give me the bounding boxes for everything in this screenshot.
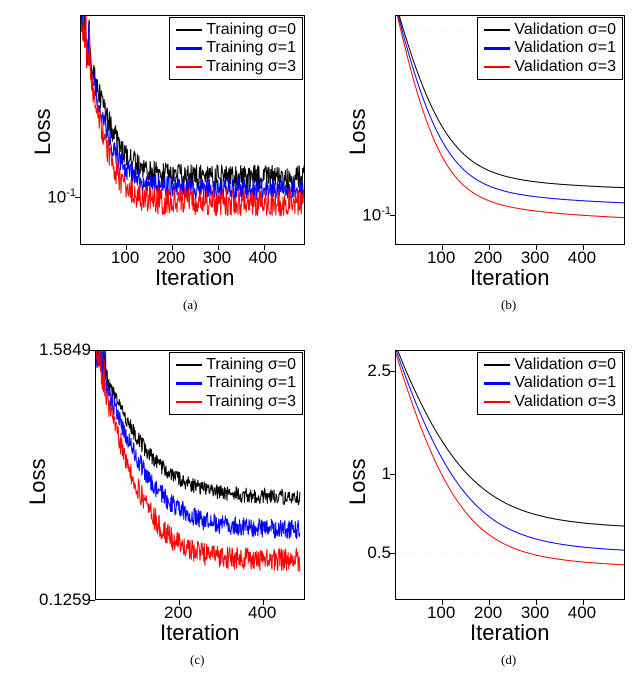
xtick: 100 — [427, 248, 455, 268]
xtick: 400 — [249, 248, 277, 268]
legend-b: Validation σ=0Validation σ=1Validation σ… — [477, 17, 623, 80]
ytick-mark — [75, 197, 80, 198]
legend-label: Training σ=0 — [206, 21, 296, 39]
legend-label: Training σ=3 — [206, 393, 296, 411]
legend-swatch — [484, 66, 510, 69]
xtick-mark — [264, 245, 265, 250]
legend-label: Validation σ=0 — [514, 356, 616, 374]
ylabel-a: Loss — [30, 109, 56, 155]
xtick: 400 — [568, 603, 596, 623]
ytick: 2.5 — [367, 361, 391, 381]
legend-swatch — [176, 382, 202, 385]
legend-c: Training σ=0Training σ=1Training σ=3 — [169, 352, 303, 415]
xtick-mark — [536, 600, 537, 605]
xtick-mark — [442, 245, 443, 250]
legend-swatch — [176, 66, 202, 69]
ylabel-d: Loss — [345, 459, 371, 505]
ytick-mark — [390, 371, 395, 372]
legend-entry: Validation σ=0 — [484, 356, 616, 374]
xtick-mark — [172, 245, 173, 250]
figure-root: Loss Iteration (a) Training σ=0Training … — [0, 0, 640, 681]
sublabel-b: (b) — [501, 297, 516, 313]
ytick-mark — [90, 350, 95, 351]
xtick: 300 — [521, 248, 549, 268]
xtick: 200 — [474, 603, 502, 623]
xtick: 400 — [248, 603, 276, 623]
sublabel-d: (d) — [501, 652, 516, 668]
legend-label: Validation σ=1 — [514, 374, 616, 392]
legend-entry: Validation σ=0 — [484, 21, 616, 39]
xtick: 400 — [568, 248, 596, 268]
xtick: 100 — [427, 603, 455, 623]
ytick: 10-1 — [362, 205, 391, 226]
sublabel-a: (a) — [183, 297, 197, 313]
legend-swatch — [176, 29, 202, 32]
ylabel-b: Loss — [345, 109, 371, 155]
legend-entry: Validation σ=3 — [484, 393, 616, 411]
xtick-mark — [489, 245, 490, 250]
panel-a: Loss Iteration (a) Training σ=0Training … — [5, 5, 315, 315]
ytick: 1.5849 — [39, 340, 91, 360]
legend-entry: Training σ=3 — [176, 393, 296, 411]
legend-label: Validation σ=0 — [514, 21, 616, 39]
xtick-mark — [218, 245, 219, 250]
xtick: 200 — [164, 603, 192, 623]
legend-label: Training σ=0 — [206, 356, 296, 374]
panel-d: Loss Iteration (d) Validation σ=0Validat… — [325, 340, 635, 670]
ytick-mark — [390, 215, 395, 216]
ylabel-c: Loss — [25, 459, 51, 505]
legend-entry: Training σ=0 — [176, 21, 296, 39]
legend-swatch — [176, 47, 202, 50]
xtick: 300 — [521, 603, 549, 623]
xlabel-a: Iteration — [155, 265, 235, 291]
xtick: 300 — [203, 248, 231, 268]
panel-b: Loss Iteration (b) Validation σ=0Validat… — [325, 5, 635, 315]
legend-label: Training σ=1 — [206, 374, 296, 392]
legend-entry: Training σ=1 — [176, 374, 296, 392]
ytick: 10-1 — [47, 187, 76, 208]
xlabel-d: Iteration — [470, 620, 550, 646]
legend-label: Training σ=1 — [206, 39, 296, 57]
xtick-mark — [583, 245, 584, 250]
ytick-mark — [390, 553, 395, 554]
legend-swatch — [176, 364, 202, 367]
xtick: 200 — [474, 248, 502, 268]
legend-entry: Training σ=0 — [176, 356, 296, 374]
legend-entry: Validation σ=3 — [484, 58, 616, 76]
legend-swatch — [176, 401, 202, 404]
legend-swatch — [484, 29, 510, 32]
ytick-mark — [90, 600, 95, 601]
xtick-mark — [536, 245, 537, 250]
legend-swatch — [484, 401, 510, 404]
legend-d: Validation σ=0Validation σ=1Validation σ… — [477, 352, 623, 415]
ytick: 0.1259 — [39, 590, 91, 610]
legend-label: Validation σ=3 — [514, 58, 616, 76]
sublabel-c: (c) — [190, 652, 204, 668]
xtick-mark — [489, 600, 490, 605]
legend-entry: Validation σ=1 — [484, 374, 616, 392]
xlabel-c: Iteration — [160, 620, 240, 646]
legend-swatch — [484, 382, 510, 385]
legend-swatch — [484, 47, 510, 50]
legend-label: Validation σ=1 — [514, 39, 616, 57]
xtick-mark — [583, 600, 584, 605]
legend-swatch — [484, 364, 510, 367]
legend-entry: Validation σ=1 — [484, 39, 616, 57]
legend-entry: Training σ=3 — [176, 58, 296, 76]
xtick-mark — [126, 245, 127, 250]
ytick: 0.5 — [367, 543, 391, 563]
legend-entry: Training σ=1 — [176, 39, 296, 57]
legend-label: Training σ=3 — [206, 58, 296, 76]
xtick-mark — [179, 600, 180, 605]
xtick: 100 — [111, 248, 139, 268]
legend-label: Validation σ=3 — [514, 393, 616, 411]
ytick-mark — [390, 474, 395, 475]
xlabel-b: Iteration — [470, 265, 550, 291]
xtick: 200 — [157, 248, 185, 268]
xtick-mark — [263, 600, 264, 605]
xtick-mark — [442, 600, 443, 605]
legend-a: Training σ=0Training σ=1Training σ=3 — [169, 17, 303, 80]
panel-c: Loss Iteration (c) Training σ=0Training … — [5, 340, 315, 670]
